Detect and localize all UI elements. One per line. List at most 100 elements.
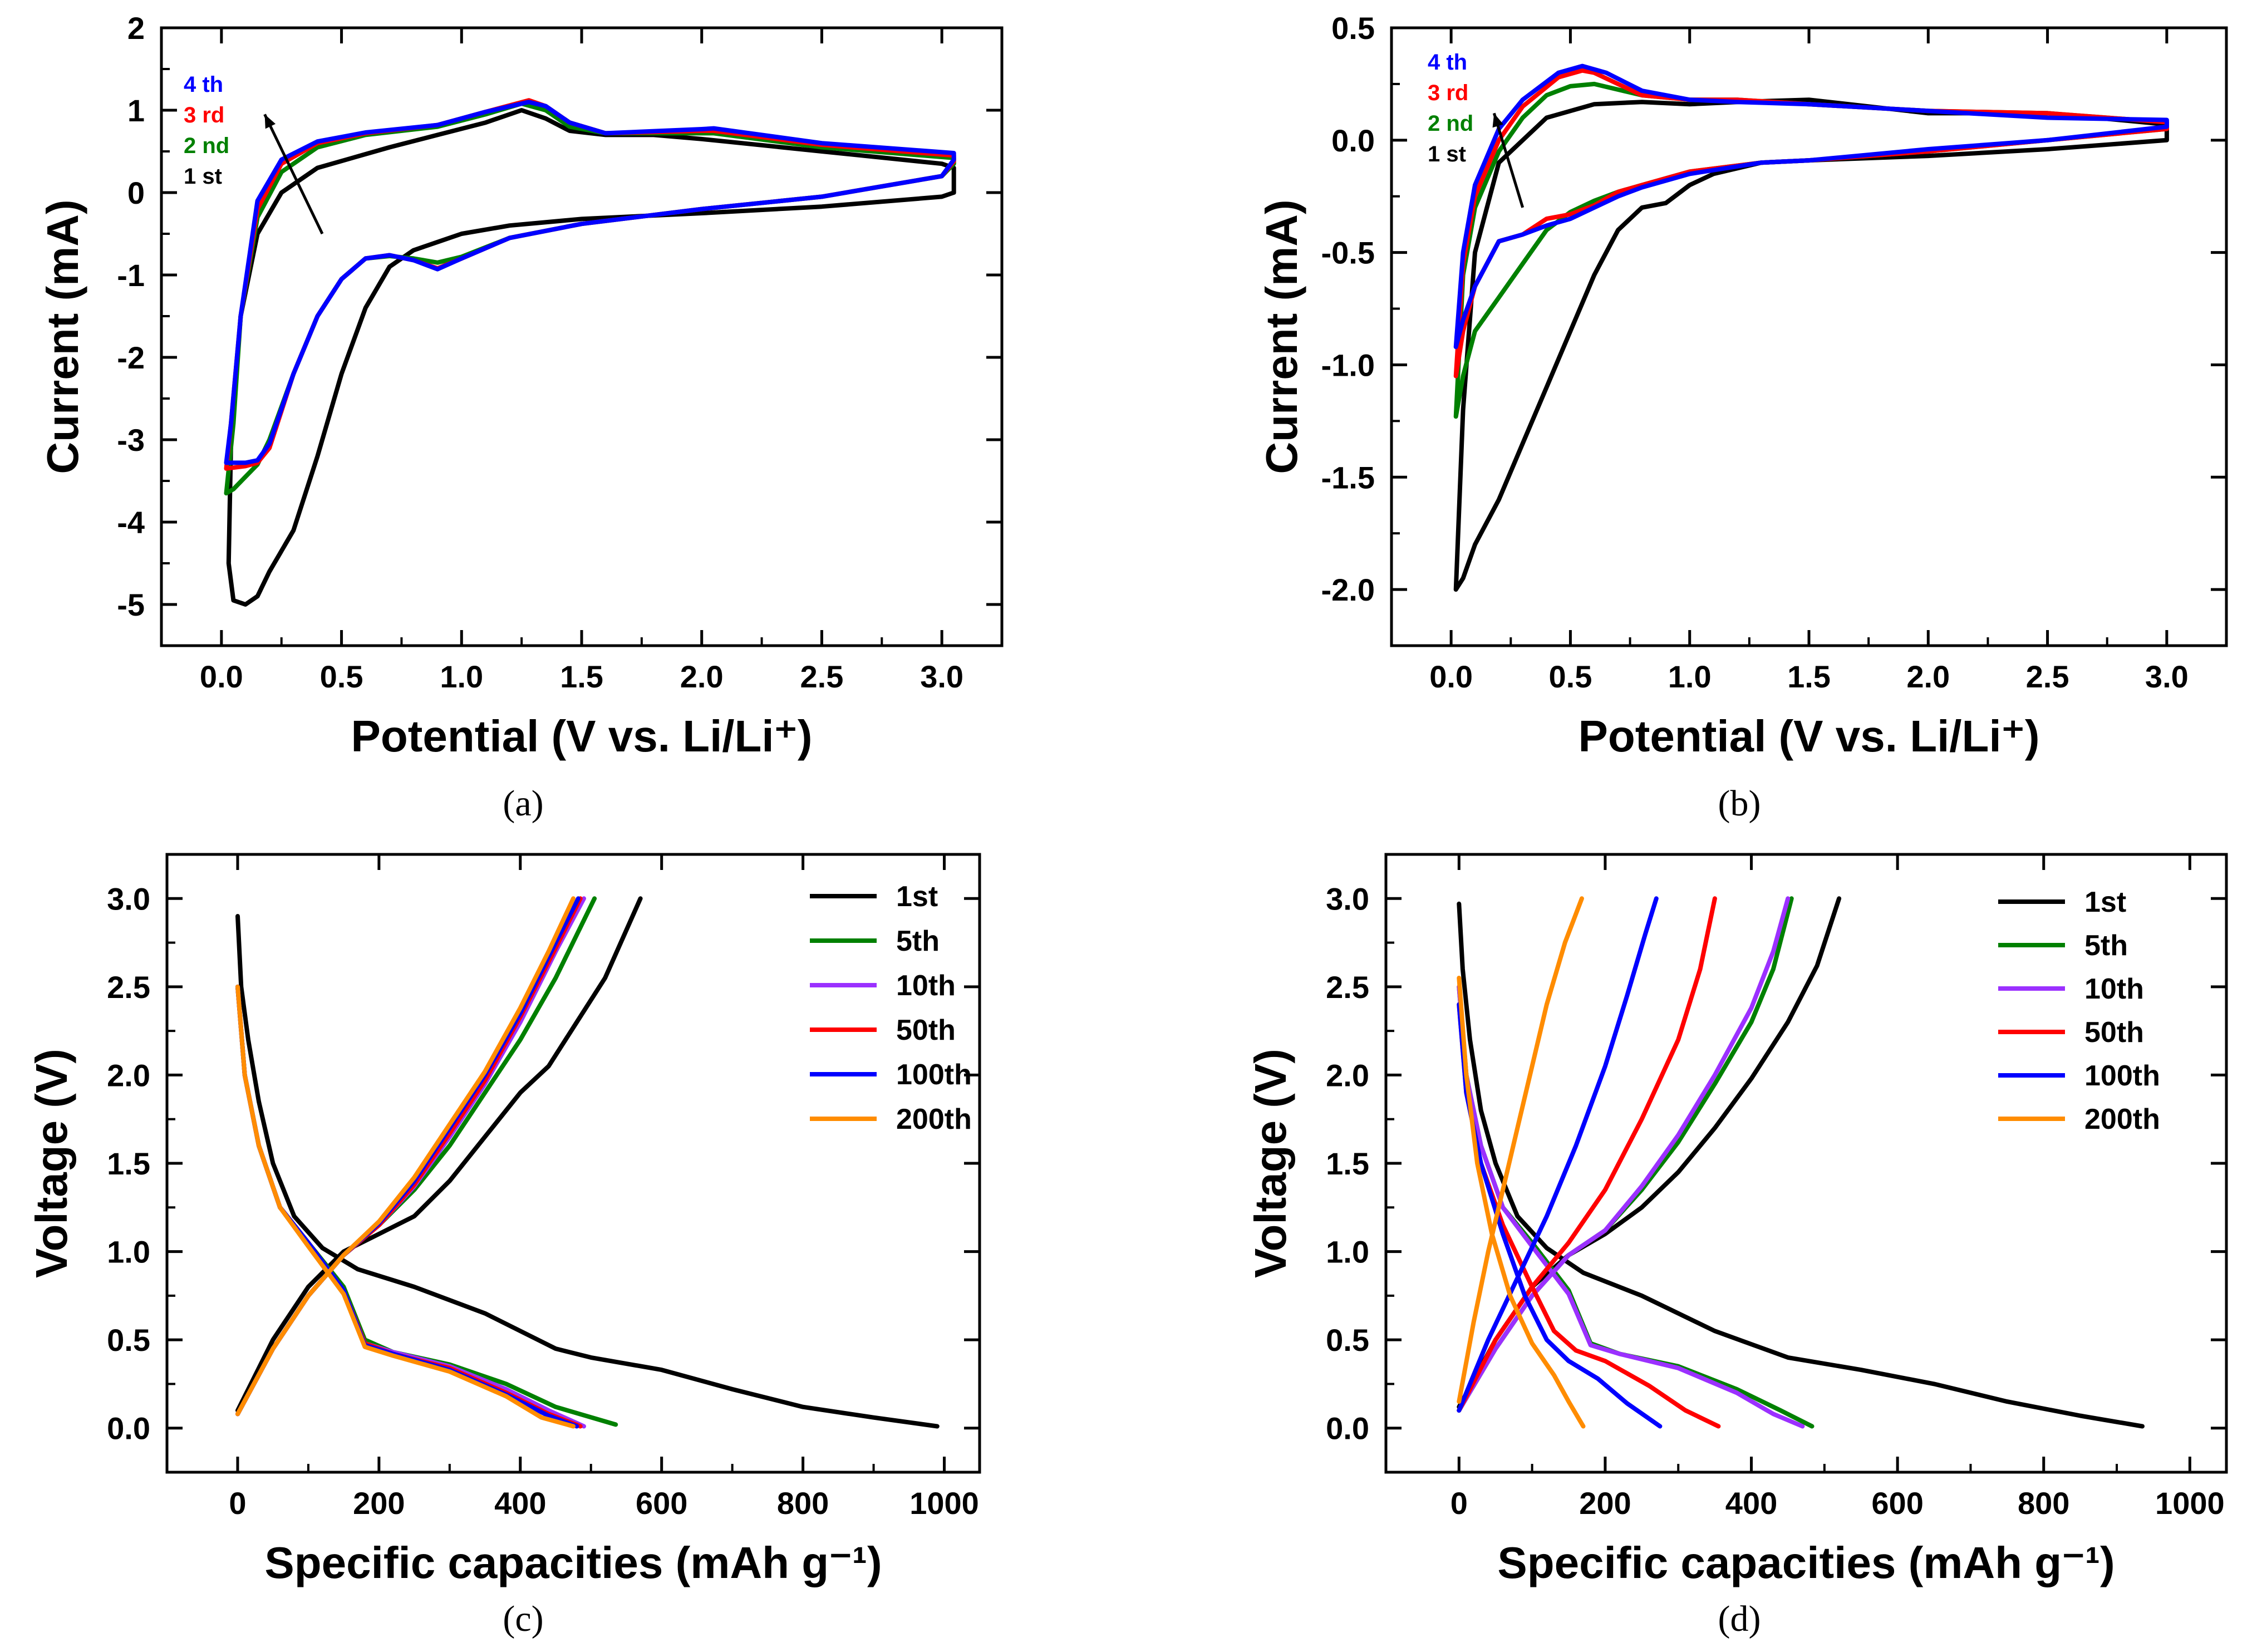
legend: 4 th 3 rd 2 nd 1 st: [1428, 50, 1473, 166]
series-line-1st: [1453, 97, 2169, 592]
x-tick-label: 400: [1725, 1486, 1777, 1521]
y-axis-label: Voltage (V): [27, 1049, 76, 1278]
legend-label: 3 rd: [1428, 81, 1468, 105]
plot-frame: [165, 853, 981, 1474]
y-tick-label: 1: [127, 93, 145, 128]
legend: 1st 5th 10th 50th 100th 200th: [810, 881, 972, 1135]
series-line-10th: [1457, 984, 1805, 1429]
y-tick-label: -0.5: [1321, 235, 1375, 271]
plot-frame: [160, 26, 1004, 647]
x-tick-label: 0.5: [320, 659, 363, 694]
series-line-4th: [1453, 63, 2169, 350]
x-tick-label: 2.0: [680, 659, 724, 694]
x-tick-label: 2.5: [2026, 659, 2069, 694]
y-tick-label: 1.0: [107, 1235, 150, 1270]
series-line-1st: [235, 914, 940, 1429]
x-tick-label: 600: [636, 1486, 687, 1521]
x-tick-label: 2.5: [800, 659, 843, 694]
legend-label: 100th: [896, 1059, 972, 1091]
legend-label: 1st: [896, 881, 938, 913]
y-tick-label: -2: [117, 340, 145, 375]
legend-label: 2 nd: [1428, 111, 1473, 136]
panel-caption: (d): [1718, 1599, 1761, 1639]
y-tick-label: -5: [117, 587, 145, 622]
x-tick-label: 0.0: [200, 659, 243, 694]
y-tick-label: -1: [117, 258, 145, 293]
x-axis-label: Specific capacities (mAh g⁻¹): [264, 1538, 882, 1587]
x-tick-label: 200: [353, 1486, 405, 1521]
legend: 4 th 3 rd 2 nd 1 st: [184, 72, 229, 189]
legend-label: 10th: [2084, 973, 2144, 1005]
y-tick-label: -1.5: [1321, 460, 1375, 495]
cycle-arrow: [1492, 112, 1525, 208]
x-tick-label: 600: [1871, 1486, 1923, 1521]
y-axis-label: Voltage (V): [1246, 1049, 1295, 1278]
legend-label: 4 th: [1428, 50, 1467, 75]
x-tick-label: 3.0: [2145, 659, 2189, 694]
y-tick-label: 2.0: [1326, 1058, 1369, 1093]
x-tick-label: 1.5: [560, 659, 603, 694]
x-tick-label: 1.0: [440, 659, 483, 694]
x-tick-label: 0: [1450, 1486, 1468, 1521]
y-tick-label: -4: [117, 505, 145, 540]
cycle-arrow: [263, 114, 324, 235]
series-charge-line-200th: [1457, 896, 1584, 1404]
y-tick-label: 2: [127, 11, 145, 46]
series-charge-line-100th: [1457, 896, 1659, 1413]
y-tick-label: 0.0: [1331, 123, 1375, 158]
legend-label: 1st: [2084, 886, 2126, 918]
cycle-arrow-head: [264, 114, 276, 129]
series-charge-line-200th: [235, 896, 576, 1417]
y-tick-label: 0.5: [107, 1322, 150, 1358]
x-tick-label: 1.0: [1668, 659, 1712, 694]
legend-label: 200th: [2084, 1103, 2160, 1135]
legend-label: 50th: [896, 1014, 956, 1046]
panel-caption: (c): [503, 1599, 543, 1639]
y-axis-label: Current (mA): [38, 199, 87, 474]
legend-label: 1 st: [1428, 142, 1466, 166]
y-tick-label: 2.5: [107, 970, 150, 1005]
y-tick-label: 1.0: [1326, 1235, 1369, 1270]
series-charge-line-1st: [1457, 896, 1842, 1409]
legend-label: 200th: [896, 1103, 972, 1135]
y-tick-label: 1.5: [1326, 1146, 1369, 1181]
series-line-2nd: [1453, 81, 2169, 419]
x-tick-label: 0.0: [1429, 659, 1473, 694]
chart-d: 0 200 400 600 800 1000 3.0 2.5 2.0 1.5 1.0 0.5 0.0 Sp…: [1246, 853, 2228, 1639]
y-tick-label: -3: [117, 422, 145, 458]
legend-label: 2 nd: [184, 134, 229, 158]
series-line-1st: [226, 108, 956, 607]
legend-label: 4 th: [184, 72, 223, 97]
legend-label: 3 rd: [184, 103, 224, 127]
x-axis-label: Specific capacities (mAh g⁻¹): [1497, 1538, 2115, 1587]
y-tick-label: 0.5: [1326, 1322, 1369, 1358]
panel-caption: (a): [503, 783, 543, 824]
legend-label: 50th: [2084, 1016, 2144, 1049]
y-tick-label: -2.0: [1321, 572, 1375, 607]
y-tick-label: 0.0: [107, 1411, 150, 1446]
chart-a: 0.0 0.5 1.0 1.5 2.0 2.5 3.0 2 1 0 -1 -2 -3 -4 -5 Potent…: [38, 11, 1004, 824]
x-tick-label: 2.0: [1906, 659, 1950, 694]
y-tick-label: 0: [127, 175, 145, 210]
x-tick-label: 1000: [909, 1486, 979, 1521]
legend-label: 5th: [896, 925, 940, 957]
x-tick-label: 1000: [2155, 1486, 2225, 1521]
x-tick-label: 400: [494, 1486, 546, 1521]
y-tick-label: 0.5: [1331, 11, 1375, 46]
legend-label: 1 st: [184, 164, 222, 189]
legend-label: 5th: [2084, 930, 2128, 962]
series-line-1st: [1457, 901, 2145, 1429]
x-tick-label: 0.5: [1548, 659, 1592, 694]
panel-caption: (b): [1718, 783, 1761, 824]
y-tick-label: 3.0: [1326, 881, 1369, 916]
legend: 1st 5th 10th 50th 100th 200th: [1998, 886, 2160, 1135]
x-tick-label: 3.0: [920, 659, 963, 694]
y-tick-label: 2.5: [1326, 970, 1369, 1005]
x-axis-label: Potential (V vs. Li/Li⁺): [351, 711, 813, 761]
x-tick-label: 0: [229, 1486, 246, 1521]
series-line-4th: [224, 100, 956, 465]
x-tick-label: 1.5: [1787, 659, 1831, 694]
y-axis-label: Current (mA): [1257, 199, 1306, 474]
x-tick-label: 800: [777, 1486, 829, 1521]
series-charge-line-1st: [235, 896, 643, 1413]
